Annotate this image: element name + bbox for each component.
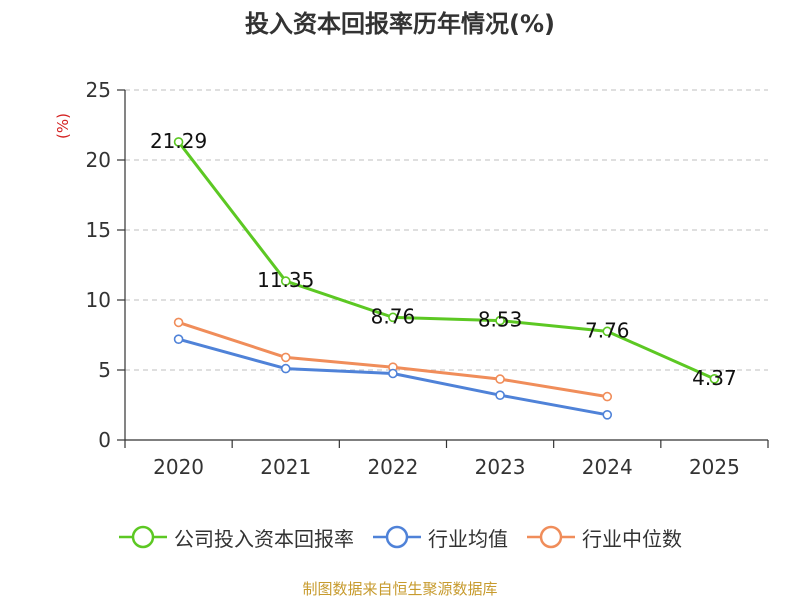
data-point[interactable] (280, 363, 291, 374)
source-note: 制图数据来自恒生聚源数据库 (302, 580, 498, 598)
y-tick-label: 0 (98, 428, 111, 452)
data-point[interactable] (495, 390, 505, 401)
data-label: 4.37 (692, 366, 737, 390)
data-point[interactable] (602, 391, 613, 402)
series-line (177, 141, 716, 381)
x-tick-label: 2023 (475, 455, 526, 479)
x-tick-label: 2021 (260, 455, 311, 479)
y-tick-label: 15 (86, 218, 111, 242)
data-point[interactable] (388, 368, 398, 379)
data-label: 11.35 (257, 268, 314, 292)
legend-marker-icon (527, 525, 575, 549)
data-label: 8.76 (371, 304, 416, 328)
data-point[interactable] (602, 409, 613, 420)
grid-lines (125, 89, 768, 371)
data-point[interactable] (388, 312, 398, 323)
legend-item[interactable]: 行业均值 (372, 523, 508, 552)
data-label: 21.29 (150, 129, 207, 153)
data-point[interactable] (280, 352, 291, 363)
data-point[interactable] (173, 137, 184, 147)
data-point[interactable] (495, 374, 505, 384)
y-tick-label: 10 (86, 288, 111, 312)
legend-label: 行业均值 (428, 526, 508, 551)
data-label: 8.53 (478, 308, 523, 332)
legend-label: 公司投入资本回报率 (174, 526, 354, 551)
data-point[interactable] (602, 326, 613, 337)
data-point[interactable] (173, 317, 184, 328)
legend-item[interactable]: 行业中位数 (526, 523, 682, 552)
data-point[interactable] (173, 334, 184, 345)
data-point[interactable] (495, 315, 505, 326)
data-labels: 21.29 11.35 8.76 8.53 7.76 4.37 (150, 129, 737, 390)
data-label: 7.76 (585, 318, 630, 342)
y-tick-label: 5 (98, 358, 111, 382)
series-lines (173, 137, 720, 420)
x-tick-label: 2022 (367, 455, 418, 479)
y-tick-label: 20 (86, 148, 111, 172)
legend-marker-icon (119, 525, 167, 549)
y-axis-unit-label: (%) (54, 113, 72, 139)
data-point[interactable] (280, 276, 291, 286)
y-tick-label: 25 (86, 78, 111, 102)
x-tick-label: 2020 (153, 455, 204, 479)
series-line (178, 320, 608, 399)
legend-marker-icon (373, 525, 421, 549)
legend: 公司投入资本回报率 行业均值 行业中位数 (0, 517, 800, 557)
data-point[interactable] (709, 374, 720, 384)
x-tick-label: 2025 (689, 455, 740, 479)
legend-label: 行业中位数 (582, 526, 682, 551)
x-tick-label: 2024 (582, 455, 633, 479)
legend-item[interactable]: 公司投入资本回报率 (118, 523, 354, 552)
chart-title: 投入资本回报率历年情况(%) (245, 10, 555, 38)
